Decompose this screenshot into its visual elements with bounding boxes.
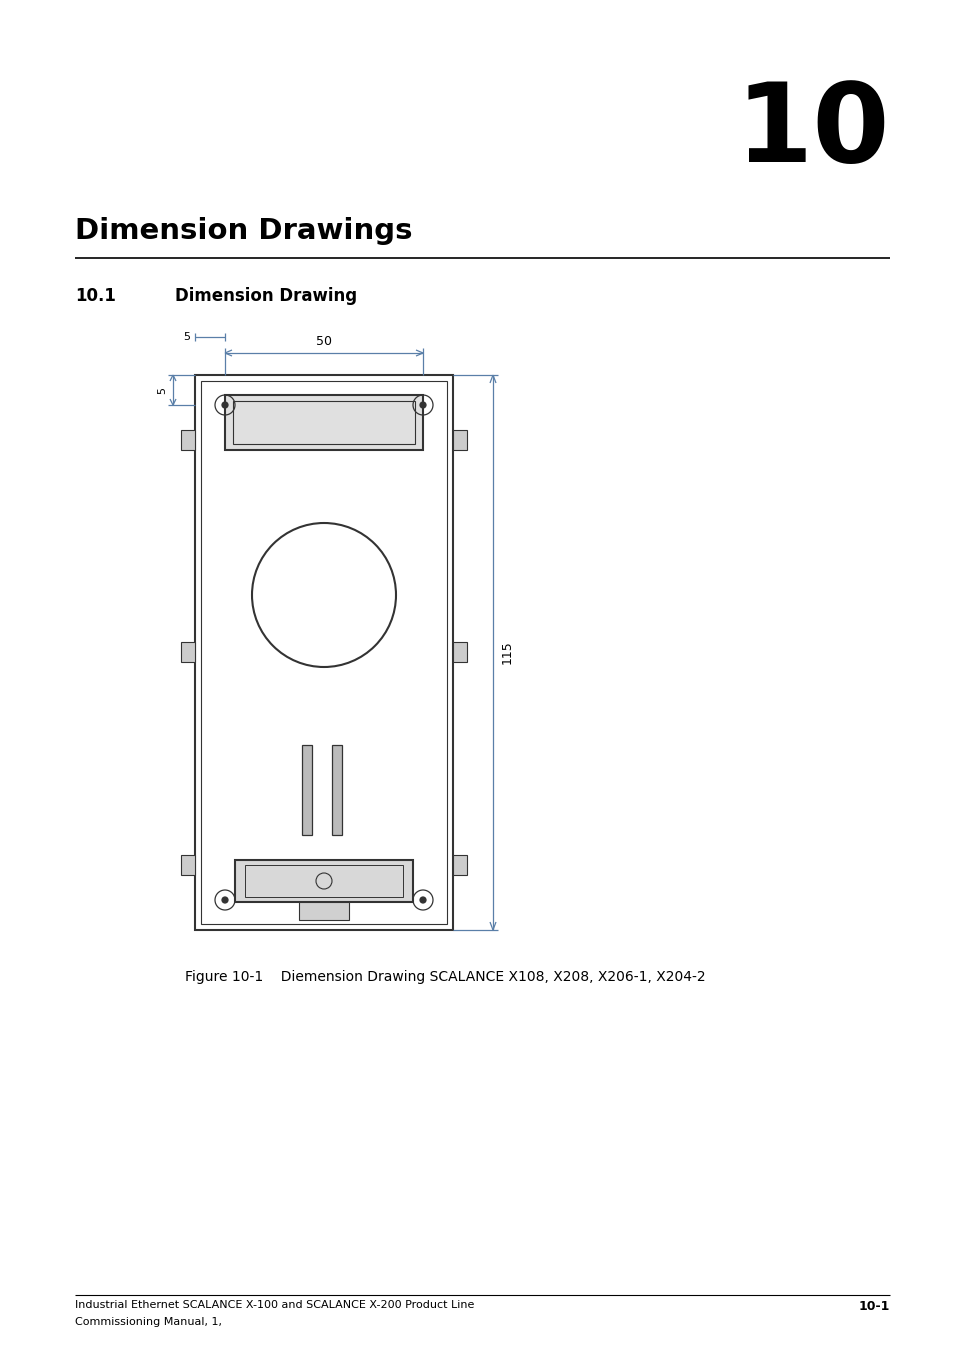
Text: Figure 10-1    Diemension Drawing SCALANCE X108, X208, X206-1, X204-2: Figure 10-1 Diemension Drawing SCALANCE … [185,970,705,984]
Circle shape [419,403,426,408]
Bar [194,376,453,929]
Bar [234,861,413,902]
Bar [453,642,467,662]
Text: 10.1: 10.1 [75,286,115,305]
Bar [302,744,312,835]
Text: Industrial Ethernet SCALANCE X-100 and SCALANCE X-200 Product Line: Industrial Ethernet SCALANCE X-100 and S… [75,1300,474,1310]
Text: 50: 50 [315,335,332,349]
Text: 115: 115 [500,640,514,663]
Bar [332,744,341,835]
Bar [181,642,194,662]
Circle shape [222,403,228,408]
Bar [233,401,415,444]
Text: 5: 5 [183,332,190,342]
Bar [201,381,447,924]
Bar [453,430,467,450]
Bar [453,855,467,875]
Text: Dimension Drawings: Dimension Drawings [75,218,412,245]
Text: 5: 5 [157,386,167,393]
Bar [225,394,422,450]
Circle shape [222,897,228,902]
Text: Commissioning Manual, 1,: Commissioning Manual, 1, [75,1317,222,1327]
Text: 10: 10 [735,78,889,185]
Bar [181,855,194,875]
Text: Dimension Drawing: Dimension Drawing [174,286,356,305]
Text: 10-1: 10-1 [858,1300,889,1313]
Bar [245,865,402,897]
Circle shape [419,897,426,902]
Bar [298,902,349,920]
Bar [181,430,194,450]
